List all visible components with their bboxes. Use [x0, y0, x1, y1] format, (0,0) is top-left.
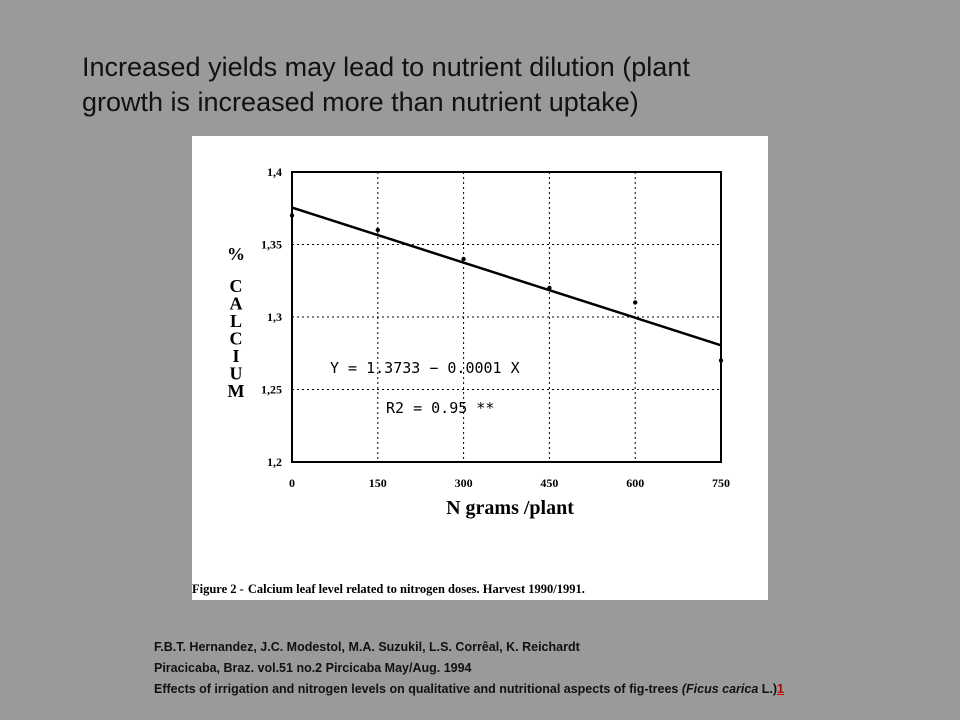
reference-journal: Piracicaba, Braz. vol.51 no.2 Pircicaba …	[154, 661, 472, 675]
y-axis-label-letter: L	[230, 311, 242, 331]
grid-lines	[292, 172, 721, 462]
plot-frame	[291, 171, 722, 463]
figure-caption: Figure 2 - Calcium leaf level related to …	[192, 582, 589, 597]
y-tick-label: 1,25	[261, 383, 282, 397]
calcium-chart: 0 150 300 450 600 750 1,2 1,25 1,3 1,35 1,4 Y = 1.…	[227, 165, 730, 519]
caption-label: Figure 2 -	[192, 582, 244, 596]
data-point	[375, 227, 380, 233]
data-points	[289, 213, 724, 363]
caption-text: Calcium leaf level related to nitrogen d…	[247, 582, 585, 596]
x-axis-label: N grams /plant	[446, 497, 574, 519]
reference-title-a: Effects of irrigation and nitrogen level…	[154, 682, 682, 696]
slide-title: Increased yields may lead to nutrient di…	[82, 50, 882, 120]
y-axis-label-percent: %	[227, 244, 245, 264]
regression-line	[291, 206, 722, 347]
slide-title-line-1: Increased yields may lead to nutrient di…	[82, 52, 690, 82]
data-point	[718, 358, 724, 363]
y-tick-label: 1,3	[267, 310, 282, 324]
y-tick-label: 1,4	[267, 165, 282, 179]
r2-annotation: R2 = 0.95 **	[386, 399, 494, 417]
reference-authors: F.B.T. Hernandez, J.C. Modestol, M.A. Su…	[154, 640, 580, 654]
data-point	[289, 213, 295, 218]
x-tick-label: 600	[626, 476, 644, 490]
y-axis-label-letter: C	[230, 329, 243, 349]
x-tick-label: 150	[369, 476, 387, 490]
reference-title-italic: (Ficus carica	[681, 682, 759, 696]
x-tick-label: 0	[289, 476, 295, 490]
x-tick-label: 750	[712, 476, 730, 490]
data-point	[633, 300, 638, 305]
tick-labels: 0 150 300 450 600 750 1,2 1,25 1,3 1,35 1,4	[261, 165, 730, 490]
y-axis-label-letter: I	[232, 346, 239, 366]
reference-title: Effects of irrigation and nitrogen level…	[154, 679, 784, 700]
x-tick-label: 300	[455, 476, 473, 490]
y-tick-label: 1,35	[261, 238, 282, 252]
figure-panel: 0 150 300 450 600 750 1,2 1,25 1,3 1,35 1,4 Y = 1.…	[192, 136, 768, 600]
data-point	[461, 256, 466, 262]
y-axis-label-letter: A	[230, 294, 243, 314]
y-tick-label: 1,2	[267, 455, 282, 469]
reference-title-b: L.)	[758, 682, 778, 696]
equation-annotation: Y = 1.3733 − 0.0001 X	[330, 359, 520, 377]
slide-title-line-2: growth is increased more than nutrient u…	[82, 87, 639, 117]
y-axis-label-letter: U	[230, 364, 243, 384]
reference-link[interactable]: 1	[777, 682, 784, 696]
reference-block: F.B.T. Hernandez, J.C. Modestol, M.A. Su…	[154, 637, 784, 700]
y-axis-label-letter: C	[230, 276, 243, 296]
y-axis-label-letter: M	[228, 381, 245, 401]
x-tick-label: 450	[540, 476, 558, 490]
